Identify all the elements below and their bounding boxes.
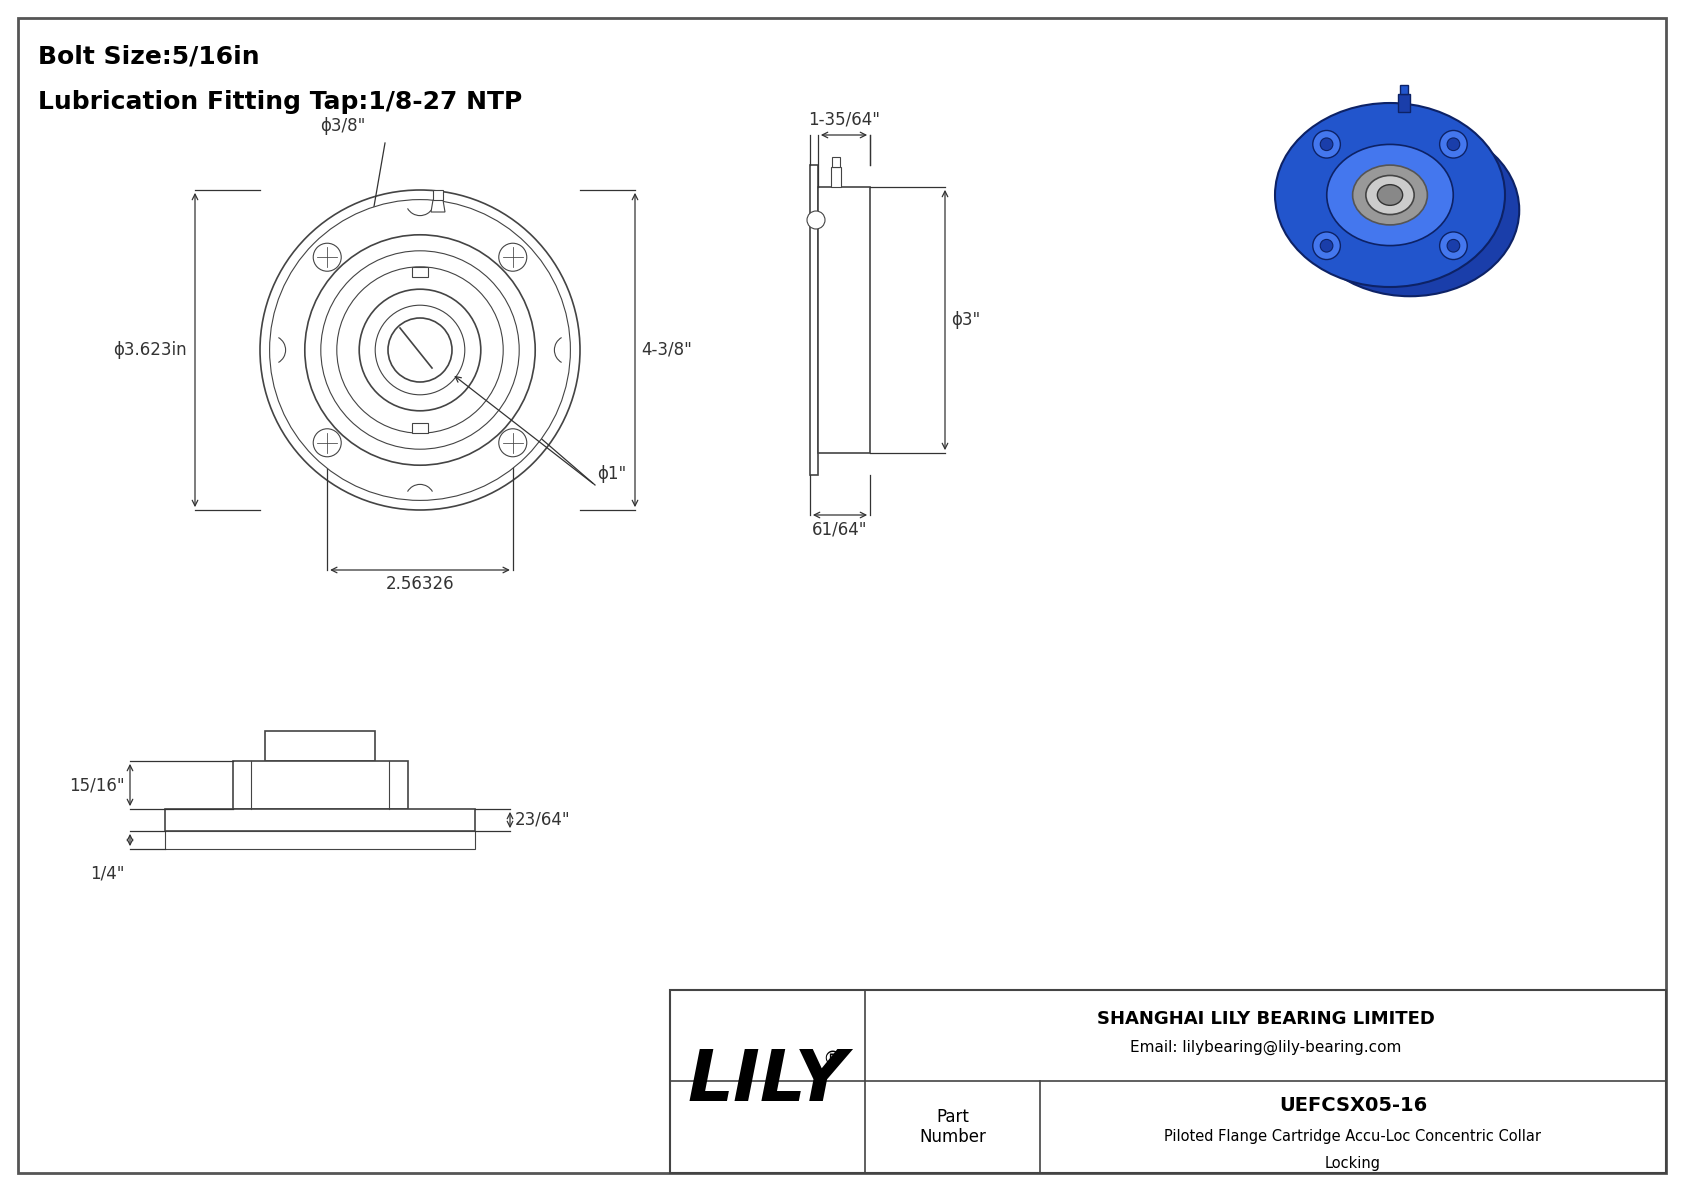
Bar [810,166,818,475]
Ellipse shape [1352,166,1428,225]
Circle shape [313,429,342,457]
Bar [818,187,871,453]
Bar [1399,86,1408,94]
Ellipse shape [1300,124,1519,297]
Polygon shape [431,200,445,212]
Text: LILY: LILY [687,1047,847,1116]
Text: 1-35/64": 1-35/64" [808,111,881,129]
Text: ϕ3": ϕ3" [951,311,980,329]
Bar [165,809,475,831]
Text: Piloted Flange Cartridge Accu-Loc Concentric Collar: Piloted Flange Cartridge Accu-Loc Concen… [1165,1129,1541,1145]
Circle shape [498,243,527,272]
Text: 61/64": 61/64" [812,520,867,538]
Circle shape [305,235,536,466]
Bar [264,731,376,761]
Circle shape [313,243,342,272]
Text: Locking: Locking [1325,1156,1381,1171]
Circle shape [337,267,504,434]
Circle shape [1314,232,1340,260]
Text: UEFCSX05-16: UEFCSX05-16 [1278,1096,1426,1115]
Circle shape [376,305,465,394]
Bar [1398,94,1410,112]
Text: ®: ® [822,1050,842,1070]
Ellipse shape [1366,175,1415,214]
Bar [670,990,1665,1173]
Ellipse shape [1275,102,1505,287]
Bar [413,423,428,434]
Circle shape [1320,239,1334,252]
Bar [232,761,408,809]
Text: 15/16": 15/16" [69,777,125,794]
Circle shape [269,200,571,500]
Ellipse shape [1327,144,1453,245]
Text: ϕ3.623in: ϕ3.623in [113,341,187,358]
Text: Bolt Size:5/16in: Bolt Size:5/16in [39,45,259,69]
Bar [413,267,428,276]
Circle shape [1314,131,1340,158]
Text: ϕ1": ϕ1" [598,464,626,484]
Text: SHANGHAI LILY BEARING LIMITED: SHANGHAI LILY BEARING LIMITED [1096,1010,1435,1028]
Circle shape [259,191,579,510]
Circle shape [1440,232,1467,260]
Circle shape [1440,131,1467,158]
Ellipse shape [1378,185,1403,205]
Text: 2.56326: 2.56326 [386,575,455,593]
Text: Lubrication Fitting Tap:1/8-27 NTP: Lubrication Fitting Tap:1/8-27 NTP [39,91,522,114]
Circle shape [1447,138,1460,150]
Circle shape [1447,239,1460,252]
Bar [165,831,475,849]
Bar [832,157,840,167]
Text: Part
Number: Part Number [919,1108,985,1147]
Circle shape [1320,138,1334,150]
Text: Email: lilybearing@lily-bearing.com: Email: lilybearing@lily-bearing.com [1130,1040,1401,1055]
Bar [830,167,840,187]
Text: ϕ3/8": ϕ3/8" [320,117,365,135]
Bar [433,191,443,200]
Text: 1/4": 1/4" [91,863,125,883]
Circle shape [320,251,519,449]
Text: 23/64": 23/64" [515,811,571,829]
Circle shape [359,289,482,411]
Text: 4-3/8": 4-3/8" [642,341,692,358]
Circle shape [807,211,825,229]
Circle shape [498,429,527,457]
Circle shape [387,318,451,382]
